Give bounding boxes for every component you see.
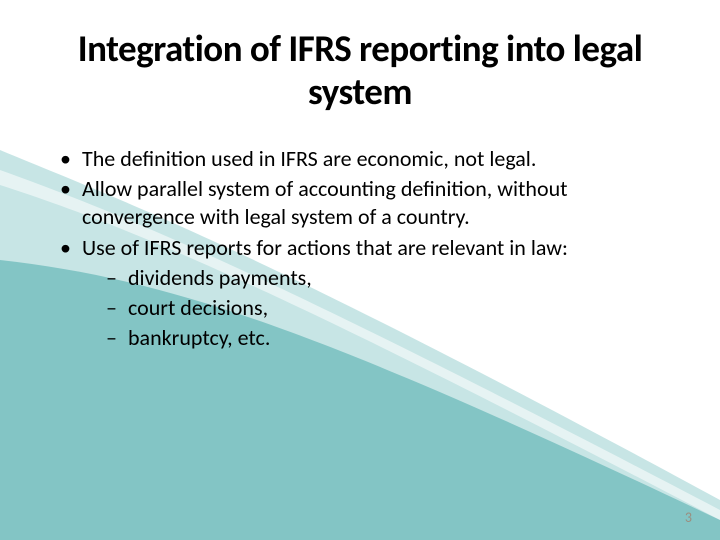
sub-bullet-text: dividends payments, — [128, 264, 312, 291]
sub-bullet-item: bankruptcy, etc. — [106, 324, 670, 352]
bullet-item: The definition used in IFRS are economic… — [58, 145, 670, 173]
sub-bullet-text: court decisions, — [128, 294, 268, 321]
slide-content: Integration of IFRS reporting into legal… — [0, 0, 720, 540]
slide-title: Integration of IFRS reporting into legal… — [50, 28, 670, 113]
bullet-text: The definition used in IFRS are economic… — [82, 145, 536, 172]
page-number: 3 — [685, 509, 692, 526]
bullet-list: The definition used in IFRS are economic… — [50, 145, 670, 352]
bullet-text: Allow parallel system of accounting defi… — [82, 175, 568, 230]
sub-bullet-item: court decisions, — [106, 294, 670, 322]
bullet-item: Use of IFRS reports for actions that are… — [58, 234, 670, 353]
sub-bullet-item: dividends payments, — [106, 264, 670, 292]
sub-bullet-list: dividends payments, court decisions, ban… — [82, 264, 670, 352]
bullet-text: Use of IFRS reports for actions that are… — [82, 234, 568, 261]
sub-bullet-text: bankruptcy, etc. — [128, 324, 270, 351]
bullet-item: Allow parallel system of accounting defi… — [58, 175, 670, 231]
